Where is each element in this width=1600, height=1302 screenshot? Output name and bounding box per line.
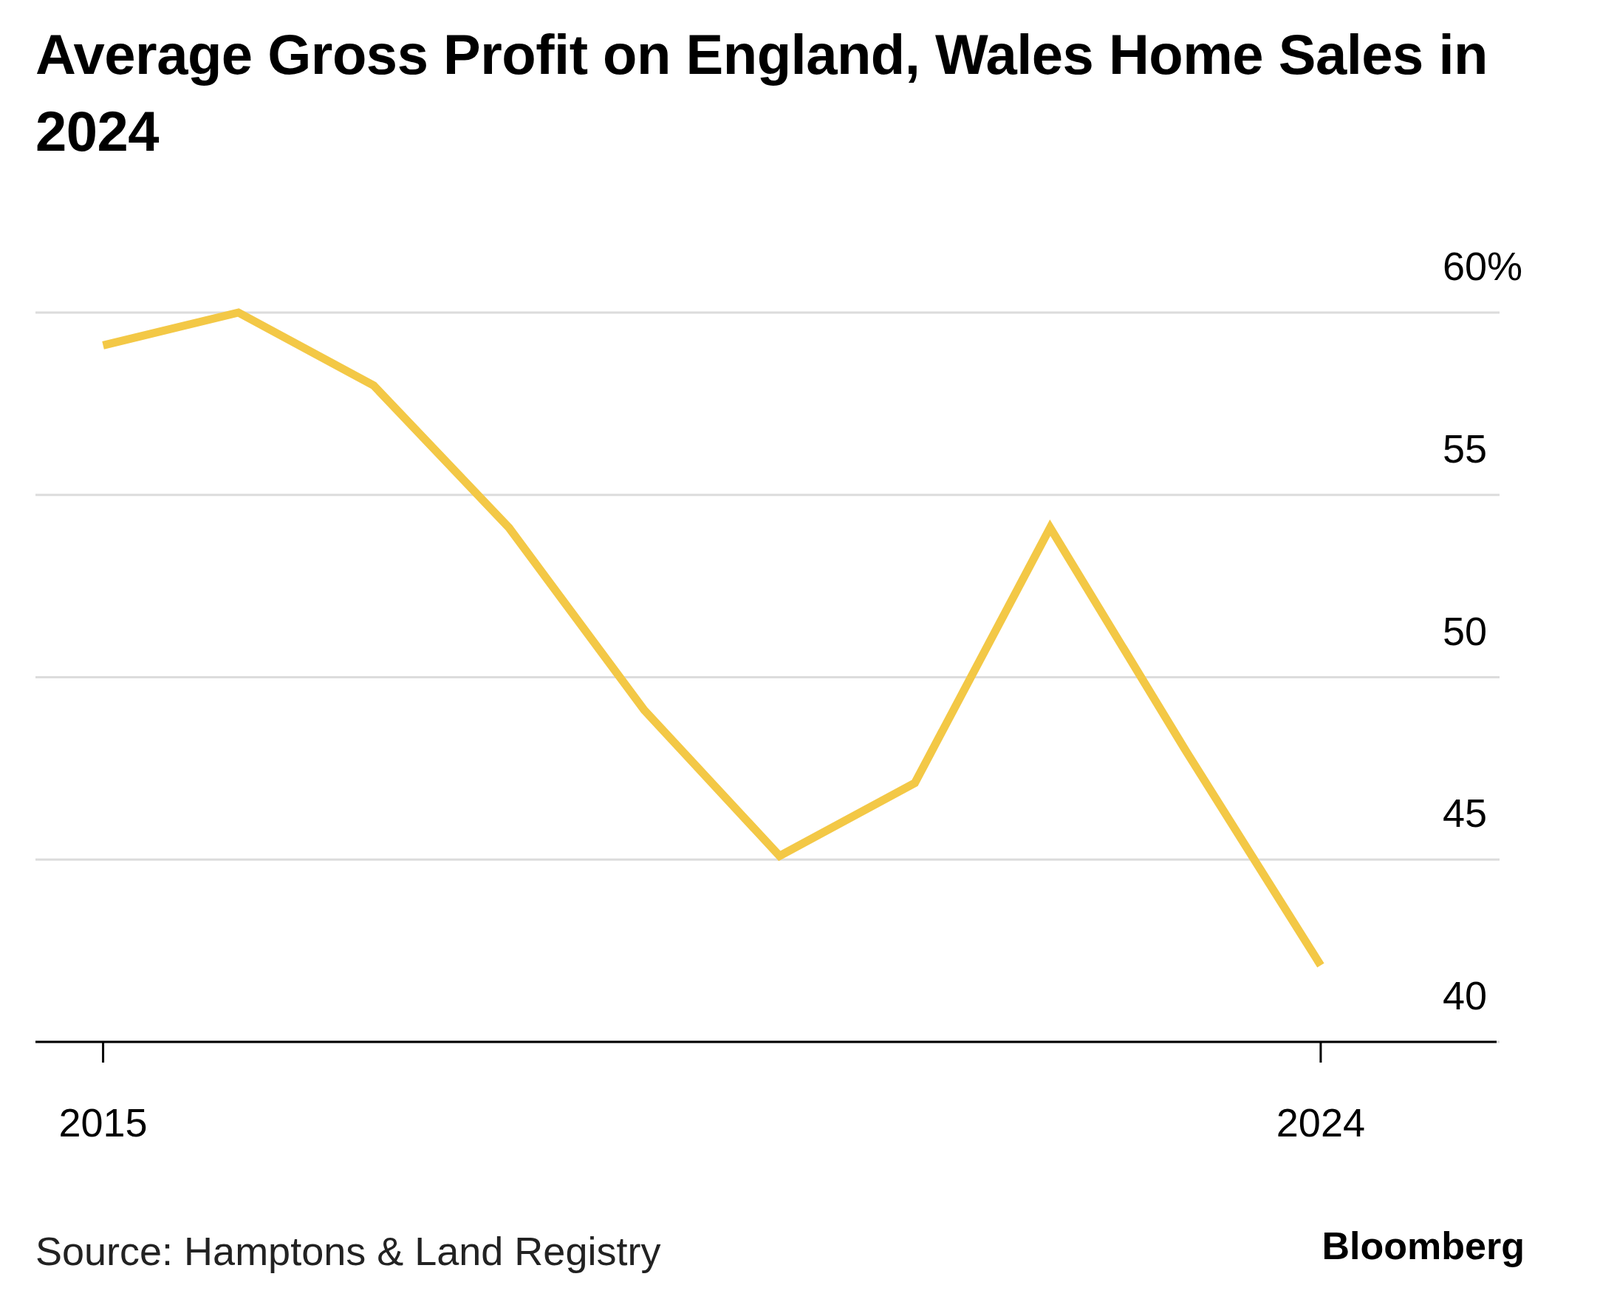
y-tick-label: 55 — [1442, 426, 1487, 471]
chart: 40 45 50 55 60% 2015 2024 Source: Hamptons & La… — [0, 0, 1600, 1302]
x-tick-label: 2015 — [59, 1099, 148, 1145]
x-tick — [101, 1041, 105, 1063]
grid-line — [35, 858, 1500, 861]
y-tick-label: 40 — [1442, 972, 1487, 1018]
x-tick-label: 2024 — [1276, 1099, 1366, 1145]
grid-line — [35, 311, 1500, 314]
y-tick-label: 45 — [1442, 790, 1487, 835]
x-axis-line — [35, 1040, 1497, 1044]
y-tick-label: 50 — [1442, 608, 1487, 654]
grid-line — [35, 675, 1500, 679]
title: Average Gross Profit on England, Wales H… — [35, 16, 1550, 170]
data-line — [103, 312, 1321, 965]
y-tick-label: 60% — [1442, 243, 1523, 289]
grid-line — [35, 493, 1500, 496]
grid-line — [35, 1040, 1500, 1044]
credit: Bloomberg — [1322, 1224, 1525, 1267]
plot-area — [103, 312, 1321, 965]
source: Source: Hamptons & Land Registry — [35, 1228, 661, 1273]
x-tick — [1319, 1041, 1322, 1063]
